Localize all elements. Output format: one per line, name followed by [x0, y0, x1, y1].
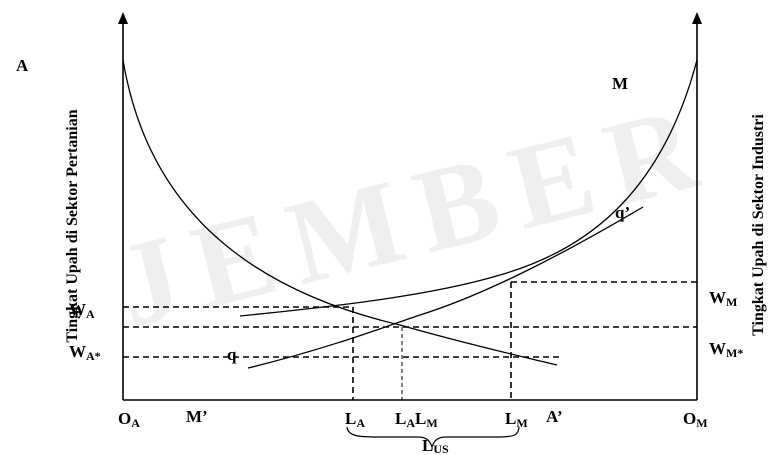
labor-supply-curve-qq-prime — [247, 206, 644, 369]
right-axis-arrowhead — [692, 12, 702, 24]
label-oa: OA — [118, 409, 140, 430]
label-M: M — [612, 74, 628, 93]
label-m-prime: M’ — [186, 407, 208, 426]
label-wm: WM — [709, 288, 737, 309]
label-wa-star: WA* — [69, 342, 101, 363]
label-a-prime: A’ — [546, 407, 563, 426]
watermark-text: JEMBER — [104, 76, 726, 352]
label-q: q — [227, 345, 237, 364]
wa-star-sub: A* — [86, 349, 101, 363]
lus-sub: US — [433, 442, 449, 455]
wa-sub: A — [86, 307, 95, 321]
label-lalm: LALM — [395, 409, 438, 430]
wm-main: W — [709, 288, 726, 307]
lus-main: L — [422, 436, 433, 455]
left-vertical-axis — [118, 12, 128, 400]
la-sub: A — [356, 416, 365, 430]
wm-sub: M — [726, 295, 737, 309]
label-om: OM — [683, 409, 708, 430]
lus-brace — [346, 426, 520, 449]
lalm-m2: L — [415, 409, 426, 428]
om-sub: M — [696, 416, 707, 430]
left-axis-arrowhead — [118, 12, 128, 24]
label-lus: LUS — [422, 436, 449, 455]
wa-star-main: W — [69, 342, 86, 361]
label-wa: WA — [69, 300, 95, 321]
oa-sub: A — [131, 416, 140, 430]
lm-main: L — [505, 409, 516, 428]
om-main: O — [683, 409, 696, 428]
wm-star-main: W — [709, 339, 726, 358]
oa-main: O — [118, 409, 131, 428]
label-la: LA — [345, 409, 365, 430]
label-q-prime: q’ — [615, 203, 630, 222]
right-axis-title: Tingkat Upah di Sektor Industri — [750, 114, 767, 336]
wa-main: W — [69, 300, 86, 319]
label-A: A — [16, 56, 29, 75]
la-main: L — [345, 409, 356, 428]
lalm-s1: A — [406, 416, 415, 430]
right-vertical-axis — [692, 12, 702, 400]
industry-demand-curve-MM — [239, 59, 698, 317]
label-wm-star: WM* — [709, 339, 743, 360]
label-lm: LM — [505, 409, 528, 430]
lalm-m1: L — [395, 409, 406, 428]
lalm-s2: M — [426, 416, 437, 430]
lm-sub: M — [516, 416, 527, 430]
wm-star-sub: M* — [726, 346, 743, 360]
left-axis-title: Tingkat Upah di Sektor Pertanian — [64, 109, 81, 342]
